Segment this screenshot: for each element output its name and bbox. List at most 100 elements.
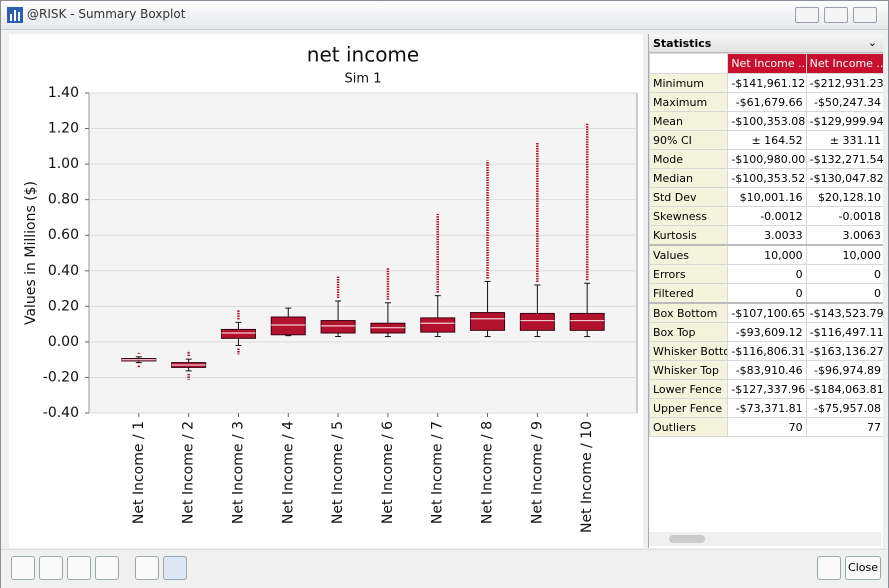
stat-value: -$141,961.12 [727, 73, 807, 93]
stat-label: Maximum [649, 92, 729, 112]
stat-row: Box Bottom -$107,100.65 -$143,523.79 [649, 302, 883, 323]
boxplot-button[interactable] [163, 556, 187, 580]
stat-value: -$61,679.66 [727, 92, 807, 112]
x-tick-label: Net Income / 7 [430, 421, 446, 524]
statistics-panel: Statistics ⌄ Net Income ... Net Income ...… [648, 34, 883, 548]
stat-value: 0 [805, 283, 883, 304]
minimize-button[interactable] [795, 7, 819, 23]
stat-value: 77 [805, 417, 883, 437]
y-tick-label: 0.40 [48, 263, 79, 279]
stat-value: 10,000 [805, 244, 883, 265]
stat-row: Minimum -$141,961.12 -$212,931.23 [649, 73, 883, 93]
stat-value: ± 164.52 [727, 130, 807, 150]
x-tick-label: Net Income / 9 [529, 421, 545, 524]
stat-value: -$100,353.52 [727, 168, 807, 188]
y-tick-label: 1.20 [48, 121, 79, 137]
x-tick-label: Net Income / 4 [280, 421, 296, 524]
toolbar: Close [1, 549, 888, 588]
x-tick-label: Net Income / 8 [480, 421, 496, 524]
stat-value: -$116,497.11 [805, 322, 883, 342]
stat-value: 3.0033 [727, 225, 807, 246]
y-tick-label: -0.40 [43, 405, 79, 421]
stat-value: -$116,806.31 [727, 341, 807, 361]
stat-value: 0 [805, 264, 883, 284]
format-button[interactable] [39, 556, 63, 580]
box [470, 312, 506, 331]
close-window-button[interactable] [853, 7, 877, 23]
box [519, 312, 555, 331]
box [220, 328, 256, 339]
x-tick-label: Net Income / 6 [380, 421, 396, 524]
stat-value: -$127,337.96 [727, 379, 807, 399]
y-tick-label: 1.00 [48, 156, 79, 172]
scrollbar[interactable] [649, 532, 881, 546]
header-row: Net Income ... Net Income ... [649, 53, 883, 74]
statistics-table: Net Income ... Net Income ... Minimum -$141… [649, 53, 883, 437]
stat-value: -$132,271.54 [805, 149, 883, 169]
stat-row: Skewness -0.0012 -0.0018 [649, 206, 883, 226]
stat-label: Kurtosis [649, 225, 729, 246]
stat-row: Box Top -$93,609.12 -$116,497.11 [649, 322, 883, 342]
chart-type-button[interactable] [135, 556, 159, 580]
stat-label: Box Bottom [649, 302, 729, 323]
stat-value: -$100,980.00 [727, 149, 807, 169]
y-tick-label: 0.20 [48, 298, 79, 314]
stat-value: -$143,523.79 [805, 302, 883, 323]
stat-row: Errors 0 0 [649, 264, 883, 284]
stat-value: -$212,931.23 [805, 73, 883, 93]
stat-value: -$83,910.46 [727, 360, 807, 380]
stat-row: Kurtosis 3.0033 3.0063 [649, 225, 883, 246]
x-tick-label: Net Income / 3 [230, 421, 246, 524]
close-button[interactable]: Close [845, 556, 881, 580]
stat-label: Errors [649, 264, 729, 284]
stat-value: -$130,047.82 [805, 168, 883, 188]
stat-label: Mean [649, 111, 729, 131]
stat-label: Whisker Top [649, 360, 729, 380]
y-tick-label: 0.00 [48, 334, 79, 350]
stat-row: Median -$100,353.52 -$130,047.82 [649, 168, 883, 188]
stat-value: ± 331.11 [805, 130, 883, 150]
stat-label: Median [649, 168, 729, 188]
stat-value: -$107,100.65 [727, 302, 807, 323]
box [320, 320, 356, 334]
chevron[interactable]: ⌄ [867, 36, 877, 49]
export-button[interactable] [817, 556, 841, 580]
stat-row: 90% CI ± 164.52 ± 331.11 [649, 130, 883, 150]
stat-label: Mode [649, 149, 729, 169]
stat-value: 10,000 [727, 244, 807, 265]
stat-value: $10,001.16 [727, 187, 807, 207]
plot-area [88, 92, 638, 414]
x-tick-label: Net Income / 2 [181, 421, 197, 524]
stat-value: -$96,974.89 [805, 360, 883, 380]
stat-value: -0.0012 [727, 206, 807, 226]
filter-button[interactable] [67, 556, 91, 580]
app-icon [7, 7, 23, 23]
stat-value: -$184,063.81 [805, 379, 883, 399]
stat-value: 0 [727, 264, 807, 284]
stat-label: Minimum [649, 73, 729, 93]
stat-value: -$100,353.08 [727, 111, 807, 131]
stat-value: -$75,957.08 [805, 398, 883, 418]
title-bar: @RISK - Summary Boxplot [1, 1, 888, 30]
window-title: @RISK - Summary Boxplot [27, 7, 186, 21]
stat-row: Mode -$100,980.00 -$132,271.54 [649, 149, 883, 169]
header-blank [649, 53, 729, 74]
stat-value: -$50,247.34 [805, 92, 883, 112]
y-axis-label: Values in Millions ($) [23, 181, 39, 325]
settings-button[interactable] [95, 556, 119, 580]
maximize-button[interactable] [824, 7, 848, 23]
y-tick-label: -0.20 [43, 369, 79, 385]
y-tick-label: 0.80 [48, 192, 79, 208]
column-header: Net Income ... [727, 53, 807, 74]
stat-value: -$73,371.81 [727, 398, 807, 418]
stat-label: 90% CI [649, 130, 729, 150]
stat-value: -$129,999.94 [805, 111, 883, 131]
box [569, 312, 605, 331]
stat-row: Mean -$100,353.08 -$129,999.94 [649, 111, 883, 131]
stat-row: Upper Fence -$73,371.81 -$75,957.08 [649, 398, 883, 418]
stat-label: Upper Fence [649, 398, 729, 418]
stat-row: Maximum -$61,679.66 -$50,247.34 [649, 92, 883, 112]
help-button[interactable] [11, 556, 35, 580]
stat-value: $20,128.10 [805, 187, 883, 207]
